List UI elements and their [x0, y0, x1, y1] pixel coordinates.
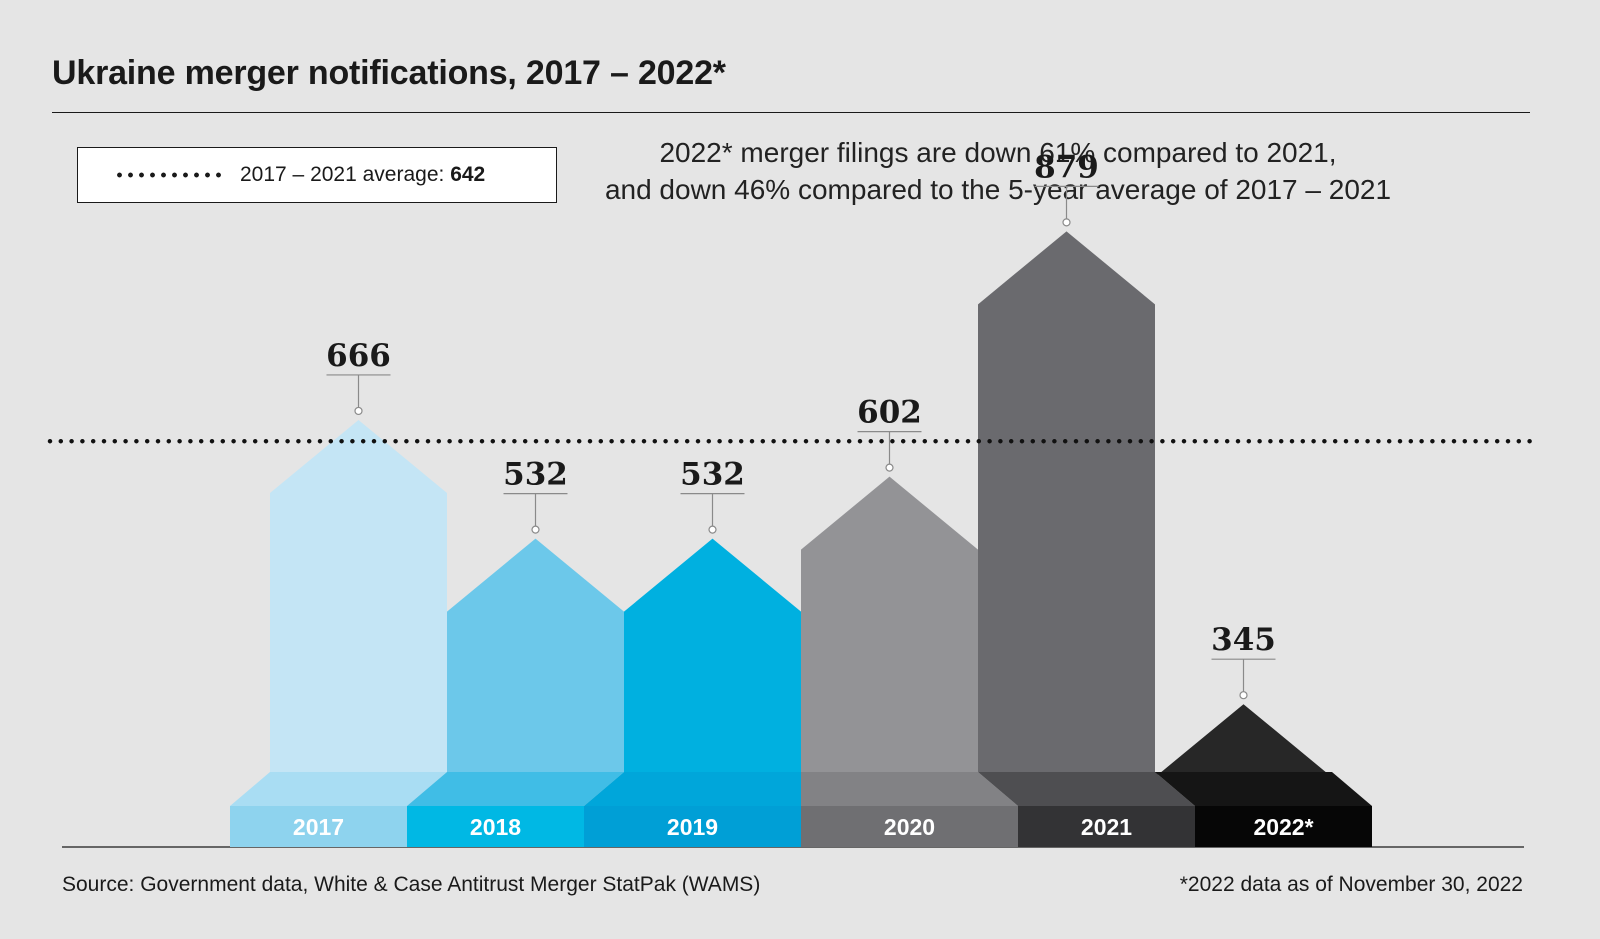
value-marker: [354, 406, 363, 416]
bar-base-2018: [407, 806, 584, 847]
bar-2018: [447, 538, 624, 772]
annotation-line-2: and down 46% compared to the 5-year aver…: [604, 174, 1392, 205]
legend-label: 2017 – 2021 average:: [240, 163, 451, 186]
x-tick-label: 2022*: [1253, 814, 1313, 840]
bar-2022: [1155, 704, 1332, 778]
value-marker: [1062, 218, 1071, 227]
bar-2017: [270, 419, 447, 772]
bar-base-2020: [801, 806, 1018, 847]
source-note: Source: Government data, White & Case An…: [62, 873, 761, 896]
chart-annotation: 2022* merger filings are down 61% compar…: [598, 134, 1398, 208]
data-label: 532: [503, 457, 568, 493]
footnote: *2022 data as of November 30, 2022: [1179, 873, 1523, 896]
bar-base-bevel-2019: [584, 772, 801, 806]
legend-text: 2017 – 2021 average: 642: [240, 163, 485, 187]
bar-2021: [978, 231, 1155, 772]
bar-2019: [624, 538, 801, 772]
bar-base-2021: [1018, 806, 1195, 847]
x-tick-label: 2018: [470, 814, 521, 840]
value-marker: [1239, 691, 1248, 700]
title-divider: [52, 112, 1530, 113]
dotted-line-swatch: [114, 172, 224, 178]
bar-2020: [801, 476, 978, 772]
chart-title: Ukraine merger notifications, 2017 – 202…: [52, 54, 726, 92]
bar-base-bevel-2021: [978, 772, 1195, 806]
average-legend: 2017 – 2021 average: 642: [77, 147, 557, 203]
value-marker: [885, 463, 894, 472]
x-tick-label: 2021: [1081, 814, 1132, 840]
bar-base-2022: [1195, 806, 1372, 847]
bar-base-bevel-2020: [801, 772, 1018, 806]
data-label: 532: [680, 457, 745, 493]
x-tick-label: 2019: [667, 814, 718, 840]
x-tick-label: 2017: [293, 814, 344, 840]
bar-base-bevel-2017: [230, 772, 447, 806]
bar-base-2019: [584, 806, 801, 847]
data-label: 345: [1211, 622, 1276, 658]
x-tick-label: 2020: [884, 814, 935, 840]
legend-average-value: 642: [450, 163, 486, 186]
value-marker: [531, 525, 540, 534]
bar-base-2017: [230, 806, 407, 847]
annotation-line-1: 2022* merger filings are down 61% compar…: [659, 137, 1337, 168]
data-label: 879: [1034, 149, 1099, 185]
bar-base-bevel-2018: [407, 772, 624, 806]
value-marker: [708, 525, 717, 534]
data-label: 602: [857, 395, 922, 431]
bar-base-bevel-2022: [1155, 772, 1372, 806]
data-label: 666: [326, 338, 391, 374]
